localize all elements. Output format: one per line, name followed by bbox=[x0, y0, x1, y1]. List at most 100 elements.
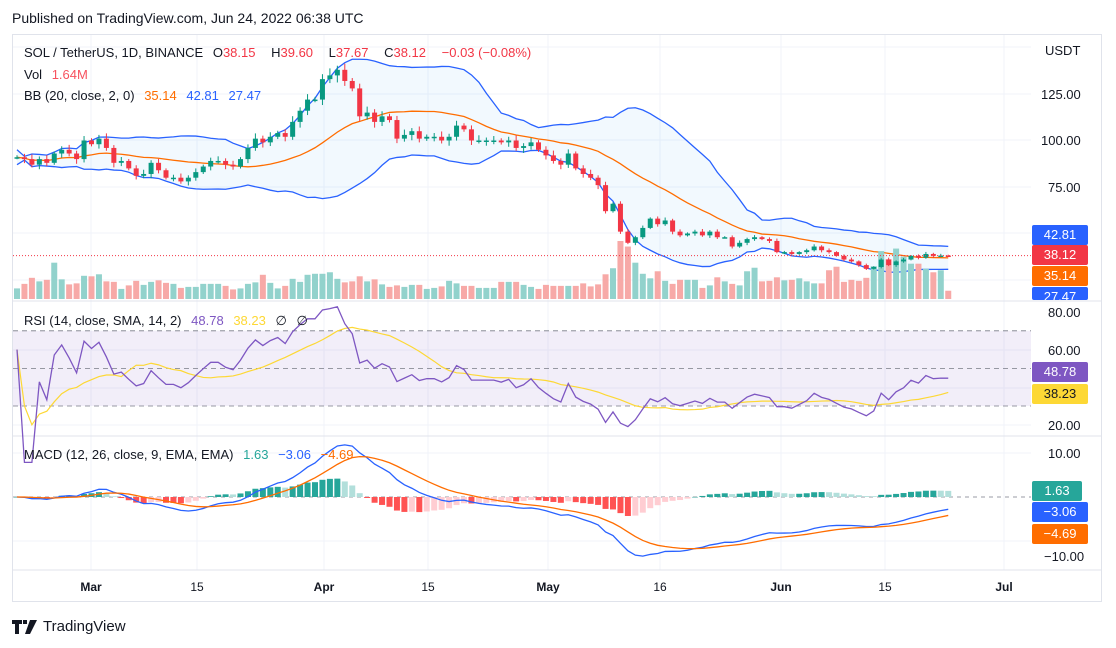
candle-body bbox=[632, 237, 638, 243]
volume-bar bbox=[461, 285, 467, 299]
candle-body bbox=[148, 162, 154, 174]
macd-histogram-bar bbox=[200, 497, 207, 499]
macd-histogram-bar bbox=[423, 497, 430, 512]
published-caption: Published on TradingView.com, Jun 24, 20… bbox=[12, 10, 364, 26]
volume-bar bbox=[468, 285, 475, 299]
candle-body bbox=[647, 218, 653, 228]
volume-bar bbox=[751, 267, 758, 299]
volume-bar bbox=[326, 272, 333, 299]
volume-bar bbox=[915, 263, 922, 299]
macd-histogram-bar bbox=[371, 497, 378, 503]
volume-bar bbox=[572, 285, 579, 299]
macd-histogram-bar bbox=[706, 494, 713, 497]
candle-body bbox=[863, 265, 869, 269]
macd-histogram-bar bbox=[505, 497, 512, 502]
candle-body bbox=[722, 237, 728, 239]
volume-bar bbox=[528, 286, 535, 299]
rsi-na-2: ∅ bbox=[296, 313, 308, 328]
volume-bar bbox=[289, 278, 296, 299]
macd-histogram-bar bbox=[498, 497, 505, 502]
volume-bar bbox=[662, 280, 669, 299]
time-tick: May bbox=[536, 580, 560, 594]
volume-bar bbox=[297, 281, 304, 299]
chart-frame[interactable] bbox=[12, 34, 1102, 602]
volume-bar bbox=[125, 285, 132, 299]
volume-bar bbox=[371, 279, 378, 299]
candle-body bbox=[230, 164, 236, 167]
volume-bar bbox=[170, 283, 177, 299]
macd-histogram-bar bbox=[595, 497, 602, 505]
candle-body bbox=[752, 237, 758, 240]
candle-body bbox=[483, 140, 489, 142]
candle-body bbox=[491, 140, 497, 142]
volume-bar bbox=[274, 288, 281, 299]
candle-body bbox=[36, 159, 42, 165]
candle-body bbox=[51, 153, 57, 163]
volume-bar bbox=[88, 276, 95, 299]
volume-bar bbox=[408, 284, 415, 299]
macd-histogram-bar bbox=[244, 491, 251, 497]
candle-body bbox=[714, 231, 720, 238]
macd-histogram-bar bbox=[170, 497, 177, 503]
candle-body bbox=[744, 239, 750, 243]
volume-bar bbox=[453, 283, 460, 299]
candle-body bbox=[297, 110, 303, 122]
volume-label: Vol bbox=[24, 67, 43, 82]
candle-body bbox=[826, 250, 832, 253]
macd-histogram-bar bbox=[542, 497, 549, 501]
volume-bar bbox=[259, 274, 266, 299]
macd-histogram-bar bbox=[915, 491, 922, 497]
macd-histogram-bar bbox=[632, 497, 639, 516]
volume-legend[interactable]: Vol 1.64M bbox=[24, 67, 94, 82]
macd-value: −3.06 bbox=[278, 447, 311, 462]
rsi-legend[interactable]: RSI (14, close, SMA, 14, 2) 48.78 38.23 … bbox=[24, 313, 314, 329]
macd-histogram-bar bbox=[207, 496, 214, 497]
volume-bar bbox=[431, 287, 438, 299]
candle-body bbox=[260, 138, 266, 143]
volume-bar bbox=[602, 274, 609, 299]
macd-histogram-bar bbox=[811, 492, 818, 497]
macd-histogram-bar bbox=[304, 482, 311, 497]
volume-bar bbox=[811, 283, 818, 299]
volume-bar bbox=[773, 277, 780, 299]
candle-body bbox=[610, 203, 616, 212]
rsi-value: 48.78 bbox=[191, 313, 224, 328]
macd-histogram-bar bbox=[408, 497, 415, 512]
candle-body bbox=[200, 166, 206, 173]
macd-histogram-bar bbox=[908, 491, 914, 497]
symbol-title[interactable]: SOL / TetherUS, 1D, BINANCE bbox=[24, 45, 204, 60]
macd-histogram-bar bbox=[446, 497, 453, 509]
candle-body bbox=[550, 155, 556, 161]
bb-fill bbox=[17, 59, 949, 273]
volume-bar bbox=[535, 288, 542, 299]
macd-histogram-bar bbox=[863, 496, 870, 497]
candle-body bbox=[886, 259, 892, 266]
macd-histogram-bar bbox=[297, 484, 304, 497]
macd-histogram-bar bbox=[148, 497, 155, 503]
candle-body bbox=[21, 157, 27, 160]
time-tick: Jul bbox=[995, 580, 1013, 594]
tradingview-logo[interactable]: TradingView bbox=[12, 618, 126, 635]
macd-hist-tag: 1.63 bbox=[1032, 481, 1082, 501]
macd-histogram-bar bbox=[274, 486, 281, 497]
candle-body bbox=[409, 131, 415, 135]
candle-body bbox=[319, 79, 325, 100]
candle-body bbox=[737, 242, 743, 247]
candle-body bbox=[364, 112, 370, 117]
bb-legend[interactable]: BB (20, close, 2, 0) 35.14 42.81 27.47 bbox=[24, 88, 267, 103]
volume-bar bbox=[252, 282, 259, 299]
macd-histogram-bar bbox=[766, 490, 773, 497]
macd-histogram-bar bbox=[684, 497, 691, 499]
macd-histogram-bar bbox=[103, 493, 110, 497]
macd-histogram-bar bbox=[215, 494, 222, 497]
volume-bar bbox=[520, 284, 527, 299]
candle-body bbox=[185, 177, 191, 182]
volume-bar bbox=[632, 262, 639, 299]
volume-bar bbox=[393, 285, 400, 299]
candle-body bbox=[245, 147, 251, 160]
candle-body bbox=[170, 177, 176, 180]
volume-bar bbox=[706, 285, 713, 299]
volume-bar bbox=[244, 283, 251, 299]
macd-legend[interactable]: MACD (12, 26, close, 9, EMA, EMA) 1.63 −… bbox=[24, 447, 360, 462]
